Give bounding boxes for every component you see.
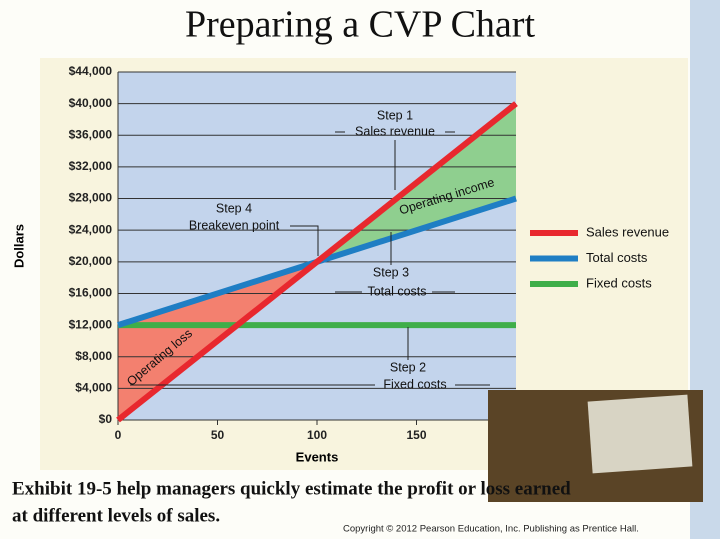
caption-line: at different levels of sales.	[12, 505, 220, 526]
y-axis-label: Dollars	[11, 224, 26, 268]
plot: $0 $4,000 $8,000 $12,000 $16,000 $20,000 $24,0…	[69, 64, 527, 442]
leader-line	[290, 225, 319, 256]
y-tick-label: $12,000	[69, 317, 113, 331]
photo-screen	[587, 394, 693, 474]
legend-label: Fixed costs	[586, 275, 652, 290]
y-tick-label: $0	[99, 412, 113, 426]
y-tick-label: $24,000	[69, 222, 113, 236]
y-tick-label: $20,000	[69, 254, 113, 268]
legend-label: Sales revenue	[586, 224, 669, 239]
y-tick-label: $8,000	[75, 349, 112, 363]
leader-line	[335, 232, 455, 293]
annotation: Sales revenue	[355, 124, 435, 138]
y-tick-label: $44,000	[69, 64, 113, 78]
annotation: Step 2	[390, 360, 426, 374]
y-tick-label: $28,000	[69, 191, 113, 205]
annotation: Breakeven point	[189, 218, 280, 232]
y-tick-label: $4,000	[75, 381, 112, 395]
annotation: Step 3	[373, 265, 409, 279]
annotation: Step 4	[216, 201, 252, 215]
y-tick-label: $32,000	[69, 159, 113, 173]
x-tick-label: 50	[211, 428, 225, 442]
caption-line: Exhibit 19-5 help managers quickly estim…	[12, 478, 571, 499]
x-axis-label: Events	[296, 449, 339, 464]
y-tick-label: $40,000	[69, 96, 113, 110]
annotation: Fixed costs	[383, 377, 446, 391]
photo-inset	[488, 390, 703, 502]
y-tick-label: $16,000	[69, 286, 113, 300]
legend: Sales revenue Total costs Fixed costs	[530, 224, 669, 290]
slide-title: Preparing a CVP Chart	[185, 4, 535, 46]
annotation: Step 1	[377, 108, 413, 122]
annotation: Total costs	[367, 284, 426, 298]
legend-label: Total costs	[586, 250, 648, 265]
x-tick-label: 0	[115, 428, 122, 442]
y-tick-label: $36,000	[69, 127, 113, 141]
x-tick-label: 150	[406, 428, 426, 442]
leader-line	[335, 131, 455, 190]
series-line	[116, 101, 518, 423]
x-tick-label: 100	[307, 428, 327, 442]
leader-line	[130, 327, 490, 386]
copyright: Copyright © 2012 Pearson Education, Inc.…	[343, 524, 639, 535]
